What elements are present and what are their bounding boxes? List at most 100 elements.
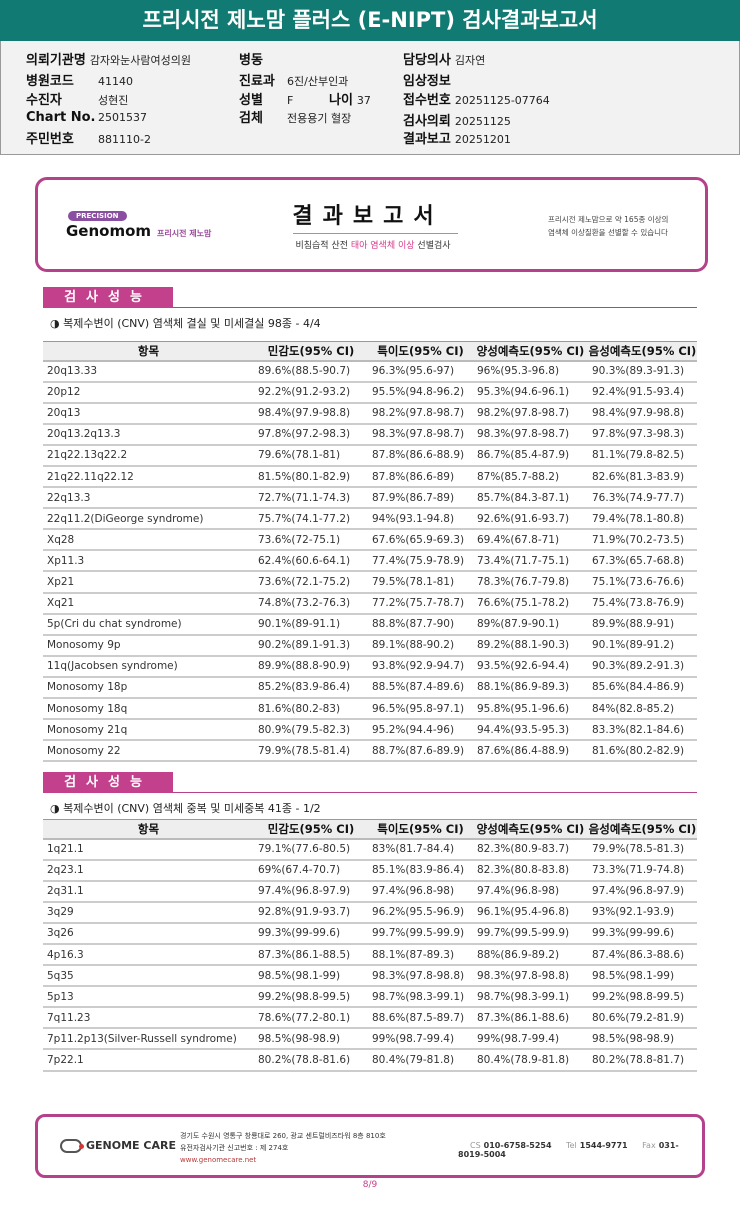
precision-badge: PRECISION [68, 211, 127, 221]
item-cell: 2q31.1 [43, 880, 254, 903]
genome-care-logo: GENOME CARE [60, 1139, 176, 1153]
table-row: 5q35 98.5%(98.1-99) 98.3%(97.8-98.8) 98.3%(… [43, 965, 697, 988]
chart-no-field: Chart No. 2501537 [26, 110, 147, 125]
metric-cell: 62.4%(60.6-64.1) [254, 550, 368, 573]
section-subtitle: ◑ 복제수변이 (CNV) 염색체 결실 및 미세결실 98종 - 4/4 [50, 317, 321, 330]
metric-cell: 71.9%(70.2-73.5) [588, 529, 697, 552]
metric-cell: 89.1%(88-90.2) [368, 634, 473, 657]
column-header: 특이도(95% CI) [368, 341, 473, 362]
table-row: 5p13 99.2%(98.8-99.5) 98.7%(98.3-99.1) 98.7… [43, 986, 697, 1009]
tagline-2: 염색체 이상질환을 선별할 수 있습니다 [548, 228, 668, 237]
label: 병원코드 [26, 74, 74, 89]
table-row: 7q11.23 78.6%(77.2-80.1) 88.6%(87.5-89.7) 8… [43, 1007, 697, 1030]
value: 성현진 [98, 94, 129, 107]
metric-cell: 85.6%(84.4-86.9) [588, 676, 697, 700]
metric-cell: 92.2%(91.2-93.2) [254, 381, 368, 404]
metric-cell: 89.2%(88.1-90.3) [473, 634, 588, 657]
metric-cell: 97.4%(96.8-98) [473, 880, 588, 903]
table-row: 22q13.3 72.7%(71.1-74.3) 87.9%(86.7-89) 85.… [43, 487, 697, 510]
column-header: 음성예측도(95% CI) [588, 341, 697, 362]
institution-field: 의뢰기관명 감자와눈사람여성의원 [26, 49, 191, 68]
metric-cell: 90.1%(89-91.2) [588, 634, 697, 657]
item-cell: Xq21 [43, 592, 254, 615]
contact-info: CS 010-6758-5254 Tel 1544-9771 Fax 031-8019… [458, 1141, 702, 1159]
item-cell: 22q11.2(DiGeorge syndrome) [43, 508, 254, 531]
label: 수진자 [26, 93, 62, 108]
metric-cell: 80.4%(78.9-81.8) [473, 1049, 588, 1072]
table-row: Xq28 73.6%(72-75.1) 67.6%(65.9-69.3) 69.4%(… [43, 529, 697, 552]
metric-cell: 96.5%(95.8-97.1) [368, 698, 473, 721]
table-row: 11q(Jacobsen syndrome) 89.9%(88.8-90.9) 93… [43, 655, 697, 678]
metric-cell: 89.6%(88.5-90.7) [254, 360, 368, 383]
sub-post: 선별검사 [414, 241, 451, 251]
metric-cell: 98.2%(97.8-98.7) [473, 402, 588, 425]
department-field: 진료과 6진/산부인과 [239, 70, 348, 89]
table-row: Monosomy 22 79.9%(78.5-81.4) 88.7%(87.6-89… [43, 740, 697, 763]
item-cell: Xp21 [43, 571, 254, 594]
column-header: 민감도(95% CI) [254, 819, 368, 840]
metric-cell: 90.3%(89.3-91.3) [588, 360, 697, 383]
footer-box: GENOME CARE 경기도 수원시 영통구 창룡대로 260, 광교 센트럴… [35, 1114, 705, 1178]
website-link[interactable]: www.genomecare.net [180, 1156, 257, 1164]
metric-cell: 87.8%(86.6-89) [368, 465, 473, 489]
label: 병동 [239, 53, 263, 68]
clinical-field: 임상정보 [403, 70, 455, 89]
brand-sub: 프리시전 제노맘 [157, 229, 212, 238]
metric-cell: 99.3%(99-99.6) [254, 922, 368, 945]
item-cell: Monosomy 9p [43, 634, 254, 657]
metric-cell: 87.8%(86.6-88.9) [368, 444, 473, 467]
metric-cell: 96.1%(95.4-96.8) [473, 901, 588, 924]
metric-cell: 95.5%(94.8-96.2) [368, 381, 473, 404]
item-cell: 4p16.3 [43, 943, 254, 967]
metric-cell: 99%(98.7-99.4) [473, 1028, 588, 1051]
value: 김자연 [454, 54, 486, 67]
metric-cell: 79.1%(77.6-80.5) [254, 838, 368, 861]
metric-cell: 80.2%(78.8-81.6) [254, 1049, 368, 1072]
metric-cell: 69.4%(67.8-71) [473, 529, 588, 552]
item-cell: 20q13 [43, 402, 254, 425]
license: 유전자검사기관 신고번호 : 제 274호 [180, 1144, 289, 1152]
value: 감자와눈사람여성의원 [89, 54, 192, 67]
metric-cell: 95.2%(94.4-96) [368, 719, 473, 742]
metric-cell: 80.6%(79.2-81.9) [588, 1007, 697, 1030]
metric-cell: 73.6%(72-75.1) [254, 529, 368, 552]
metric-cell: 81.6%(80.2-82.9) [588, 740, 697, 763]
report-date-field: 결과보고 20251201 [403, 128, 511, 147]
label: 주민번호 [26, 132, 74, 147]
item-cell: 20q13.33 [43, 360, 254, 383]
item-cell: 20q13.2q13.3 [43, 423, 254, 446]
metric-cell: 99.7%(99.5-99.9) [473, 922, 588, 945]
value: 전용용기 혈장 [287, 112, 352, 125]
metric-cell: 98.4%(97.9-98.8) [588, 402, 697, 425]
table-row: 20q13.33 89.6%(88.5-90.7) 96.3%(95.6-97) 96… [43, 360, 697, 383]
metric-cell: 79.5%(78.1-81) [368, 571, 473, 594]
metric-cell: 98.3%(97.8-98.8) [473, 965, 588, 988]
performance-table-duplications: 항목 민감도(95% CI) 특이도(95% CI) 양성예측도(95% CI) 음성예… [43, 819, 697, 1072]
metric-cell: 88%(86.9-89.2) [473, 943, 588, 967]
request-date-field: 검사의뢰 20251125 [403, 110, 511, 129]
metric-cell: 94.4%(93.5-95.3) [473, 719, 588, 742]
metric-cell: 98.5%(98-98.9) [588, 1028, 697, 1051]
genome-care-icon [60, 1139, 84, 1153]
item-cell: 7p22.1 [43, 1049, 254, 1072]
label: Chart No. [26, 110, 96, 125]
metric-cell: 79.6%(78.1-81) [254, 444, 368, 467]
metric-cell: 97.8%(97.3-98.3) [588, 423, 697, 446]
item-cell: 1q21.1 [43, 838, 254, 861]
metric-cell: 92.8%(91.9-93.7) [254, 901, 368, 924]
metric-cell: 85.1%(83.9-86.4) [368, 859, 473, 882]
metric-cell: 98.5%(98.1-99) [588, 965, 697, 988]
metric-cell: 67.3%(65.7-68.8) [588, 550, 697, 573]
table-row: 20q13.2q13.3 97.8%(97.2-98.3) 98.3%(97.8-9… [43, 423, 697, 446]
metric-cell: 87.4%(86.3-88.6) [588, 943, 697, 967]
report-title: 결과보고서 [292, 204, 444, 229]
metric-cell: 88.1%(86.9-89.3) [473, 676, 588, 700]
metric-cell: 93.5%(92.6-94.4) [473, 655, 588, 678]
metric-cell: 80.9%(79.5-82.3) [254, 719, 368, 742]
brand: GENOME CARE [86, 1139, 176, 1152]
metric-cell: 98.3%(97.8-98.8) [368, 965, 473, 988]
value: 2501537 [98, 111, 147, 124]
column-header: 양성예측도(95% CI) [473, 819, 588, 840]
metric-cell: 79.4%(78.1-80.8) [588, 508, 697, 531]
item-cell: 5p13 [43, 986, 254, 1009]
